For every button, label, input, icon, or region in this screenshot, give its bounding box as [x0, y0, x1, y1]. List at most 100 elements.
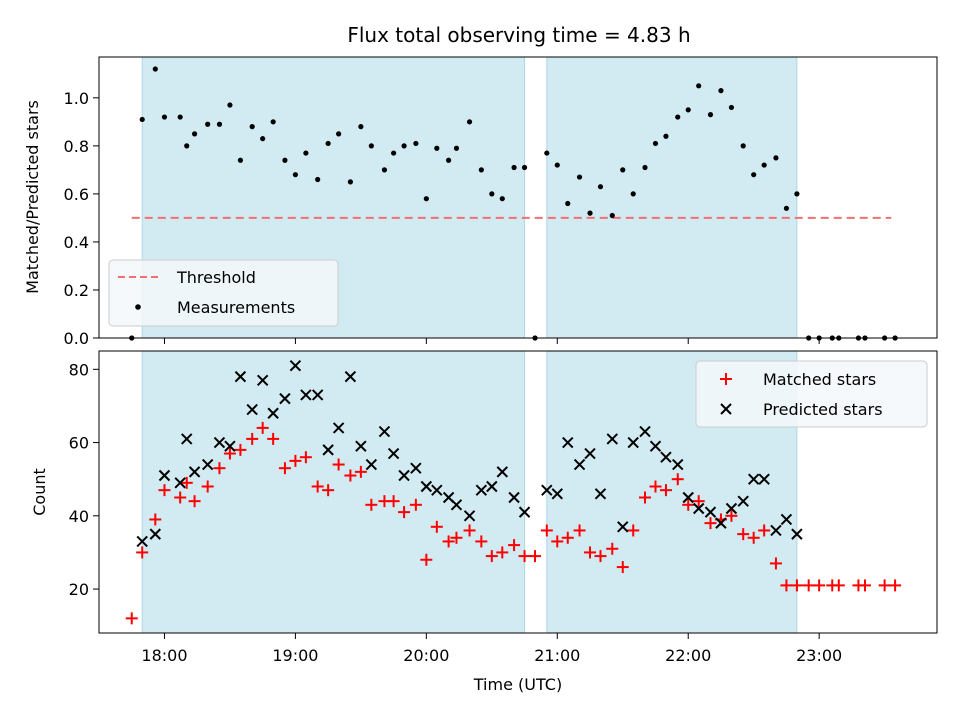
measurement-point-50	[675, 114, 681, 120]
measurement-point-10	[237, 157, 244, 163]
measurement-point-44	[609, 212, 615, 219]
measurement-point-30	[453, 145, 460, 151]
top-y-axis-label: Matched/Predicted stars	[23, 100, 42, 294]
matched-point-33	[485, 550, 498, 563]
measurements-legend-swatch	[135, 304, 141, 310]
top-ytick-label: 0.6	[64, 185, 89, 204]
bottom-axes-frame	[98, 350, 938, 634]
matched-point-30	[450, 531, 463, 544]
matched-point-11	[246, 432, 259, 445]
measurement-point-28	[434, 145, 440, 151]
predicted-point-56	[758, 473, 770, 485]
bot-xtick-label: 22:00	[665, 646, 711, 665]
measurement-point-14	[282, 157, 288, 163]
predicted-point-24	[398, 469, 410, 482]
top-ytick-label: 1.0	[64, 89, 89, 108]
matched-point-3	[158, 484, 171, 497]
predicted-point-2	[158, 469, 171, 482]
predicted-point-29	[450, 499, 463, 511]
predicted-point-12	[267, 407, 279, 419]
matched-point-10	[234, 443, 247, 456]
measurement-point-60	[783, 205, 790, 211]
predicted-point-5	[188, 466, 201, 478]
measurement-point-33	[489, 191, 495, 197]
measurement-point-26	[413, 140, 419, 147]
predicted-point-22	[378, 425, 391, 438]
x-axis-label: Time (UTC)	[473, 675, 562, 694]
matched-point-67	[858, 579, 871, 592]
predicted-point-23	[387, 447, 400, 460]
matched-point-56	[737, 528, 750, 541]
top-ytick-label: 0.0	[64, 329, 89, 348]
predicted-point-31	[475, 484, 488, 496]
measurement-point-1	[139, 116, 145, 123]
measurement-point-53	[707, 112, 714, 118]
matched-point-49	[659, 484, 672, 497]
predicted-point-0	[136, 535, 148, 548]
measurement-point-22	[368, 143, 374, 149]
matched-point-21	[354, 465, 367, 478]
measurement-point-56	[740, 143, 746, 149]
matched-point-0	[125, 612, 138, 625]
measurement-point-39	[554, 162, 560, 168]
predicted-point-37	[551, 488, 563, 500]
matched-point-29	[442, 535, 455, 548]
predicted-point-3	[174, 477, 186, 489]
matched-point-40	[561, 531, 574, 544]
matched-point-60	[780, 579, 793, 592]
matched-point-15	[289, 454, 302, 467]
predicted-point-34	[508, 491, 520, 504]
top-panel: 0.0 0.2 0.4 0.6 0.8 1.0 Matched/Predicted sta…	[23, 56, 938, 348]
predicted-point-53	[725, 502, 738, 515]
legend-label-predicted: Predicted stars	[763, 400, 883, 419]
matched-legend-swatch	[720, 373, 732, 385]
matched-point-34	[496, 546, 509, 559]
measurement-point-49	[663, 133, 669, 139]
matched-point-63	[813, 579, 826, 592]
matched-point-8	[213, 462, 226, 475]
measurement-point-52	[696, 83, 702, 89]
matched-point-22	[365, 498, 378, 511]
measurement-point-3	[161, 114, 168, 120]
measurement-point-58	[761, 162, 767, 168]
matched-point-20	[344, 469, 357, 482]
matched-point-19	[332, 458, 345, 471]
predicted-point-25	[410, 462, 422, 474]
measurement-point-21	[358, 124, 364, 130]
bot-xtick-label: 20:00	[403, 646, 449, 665]
measurement-point-9	[227, 102, 233, 108]
matched-point-12	[256, 421, 269, 434]
matched-point-25	[398, 506, 411, 519]
matched-point-31	[463, 524, 476, 537]
measurement-point-19	[336, 131, 342, 137]
predicted-point-9	[234, 370, 247, 383]
legend-label-matched: Matched stars	[763, 370, 876, 389]
matched-point-52	[692, 495, 705, 508]
predicted-point-27	[431, 484, 443, 496]
predicted-point-46	[649, 440, 662, 452]
matched-point-27	[420, 553, 433, 566]
bot-ytick-label: 80	[69, 360, 89, 379]
measurement-point-2	[152, 66, 158, 72]
matched-point-6	[188, 495, 201, 508]
matched-point-46	[627, 524, 640, 537]
bot-observing-band-0	[141, 350, 526, 634]
top-axes-frame	[98, 56, 938, 339]
top-x-ticks	[163, 338, 820, 344]
bottom-y-ticks: 20 40 60 80	[69, 360, 99, 599]
predicted-point-55	[747, 473, 760, 485]
predicted-point-42	[606, 433, 618, 445]
matched-point-44	[606, 542, 619, 555]
matched-point-9	[223, 447, 236, 460]
predicted-point-1	[149, 528, 162, 540]
predicted-point-16	[311, 389, 324, 401]
predicted-point-15	[300, 389, 312, 401]
matched-point-62	[802, 579, 815, 592]
matched-point-14	[278, 462, 291, 475]
matched-point-41	[573, 524, 586, 537]
matched-point-45	[616, 561, 629, 574]
matched-point-50	[671, 473, 684, 486]
measurement-point-25	[401, 143, 407, 149]
predicted-point-58	[780, 513, 793, 526]
measurement-point-34	[499, 196, 505, 202]
